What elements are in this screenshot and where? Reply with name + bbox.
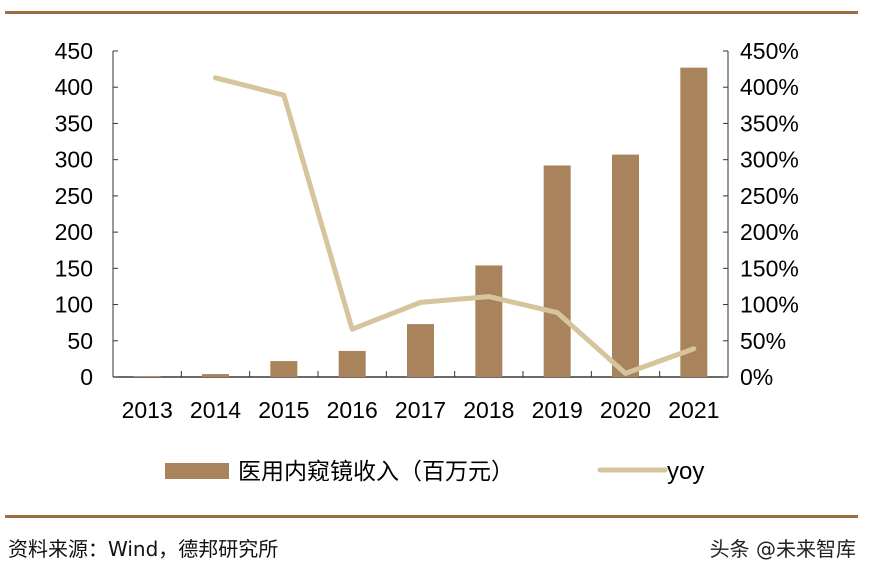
bar (133, 376, 161, 377)
chart: 0 0% 50 50% 100 100% 150 150% 200 200% 250 250% 300 3… (55, 38, 799, 485)
bar (475, 265, 503, 377)
x-tick-label: 2021 (668, 397, 719, 423)
y2-tick-label: 300% (740, 147, 799, 173)
legend-label-line: yoy (667, 458, 704, 485)
watermark: 头条 @未来智库 (709, 537, 856, 561)
bar (338, 350, 366, 377)
y2-tick-label: 0% (740, 364, 773, 390)
legend-label-bar: 医用内窥镜收入（百万元） (238, 458, 514, 484)
y-tick-label: 450 (55, 38, 93, 64)
y-tick-label: 200 (55, 219, 93, 245)
y2-tick-label: 350% (740, 110, 799, 136)
bar (680, 67, 708, 377)
y2-tick-label: 250% (740, 183, 799, 209)
x-tick-label: 2016 (327, 397, 378, 423)
y-tick-label: 250 (55, 183, 93, 209)
y-tick-label: 350 (55, 110, 93, 136)
x-tick-label: 2014 (190, 397, 241, 423)
y-tick-label: 400 (55, 74, 93, 100)
bar (407, 324, 434, 377)
bar (543, 165, 571, 377)
x-tick-label: 2020 (600, 397, 651, 423)
x-tick-label: 2017 (395, 397, 446, 423)
y2-tick-label: 100% (740, 292, 799, 318)
legend-swatch-bar (165, 463, 229, 479)
y-tick-label: 0 (80, 364, 93, 390)
bar (270, 361, 298, 377)
yoy-line (213, 75, 697, 376)
x-tick-label: 2018 (463, 397, 514, 423)
bar (202, 374, 229, 377)
x-tick-label: 2015 (258, 397, 309, 423)
y-tick-label: 150 (55, 255, 93, 281)
top-rule (5, 11, 858, 14)
y-tick-label: 300 (55, 147, 93, 173)
y2-tick-label: 150% (740, 255, 799, 281)
y-tick-label: 100 (55, 292, 93, 318)
bar (612, 154, 639, 377)
bottom-rule (5, 515, 858, 518)
source-note: 资料来源：Wind，德邦研究所 (8, 537, 279, 561)
x-tick-label: 2013 (122, 397, 173, 423)
y2-tick-label: 200% (740, 219, 799, 245)
y2-tick-label: 50% (740, 328, 786, 354)
y-tick-label: 50 (67, 328, 93, 354)
y2-tick-label: 400% (740, 74, 799, 100)
x-tick-label: 2019 (532, 397, 583, 423)
y2-tick-label: 450% (740, 38, 799, 64)
